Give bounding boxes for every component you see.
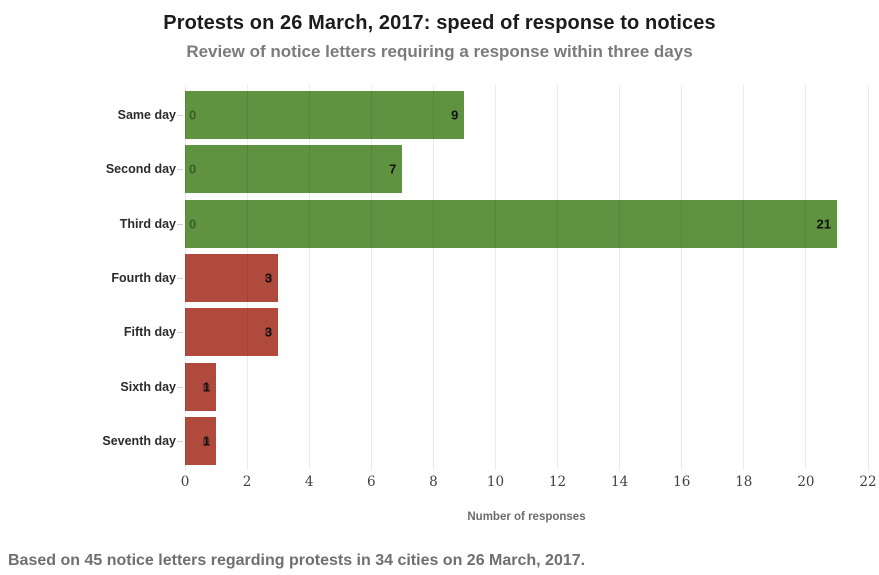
bar-zero-label: 0 [202, 433, 211, 449]
x-tick-label: 2 [242, 474, 252, 490]
category-tick-mark [177, 169, 183, 171]
category-tick-mark [177, 332, 183, 334]
category-label: Same day [117, 108, 176, 122]
category-tick-mark [177, 440, 183, 442]
x-tick-label: 16 [673, 474, 691, 490]
category-label: Fourth day [111, 270, 176, 285]
gridline [494, 85, 496, 470]
bar-value-label: 21 [816, 216, 831, 232]
gridline [557, 85, 559, 470]
x-tick-label: 10 [486, 474, 505, 490]
category-tick-mark [177, 223, 183, 225]
chart-title: Protests on 26 March, 2017: speed of res… [163, 12, 716, 34]
bar-value-label: 3 [264, 324, 273, 340]
gridline [743, 85, 745, 470]
category-tick-mark [177, 277, 183, 279]
x-tick-label: 0 [180, 474, 190, 490]
category-label: Fifth day [123, 325, 176, 340]
chart-footnote: Based on 45 notice letters regarding pro… [8, 552, 586, 569]
bar-value-label: 3 [264, 270, 273, 286]
bar: 0 21 [185, 199, 837, 248]
gridline [681, 85, 683, 470]
bar-zero-label: 0 [189, 161, 197, 177]
x-tick-label: 8 [429, 474, 438, 490]
x-tick-label: 6 [366, 474, 376, 490]
bar-value-label: 1 [202, 379, 211, 395]
gridline [619, 85, 621, 470]
category-label: Third day [119, 216, 176, 231]
gridline [246, 85, 248, 470]
x-tick-label: 14 [611, 474, 629, 490]
x-tick-label: 12 [548, 474, 567, 490]
bar-zero-label: 0 [264, 270, 273, 286]
gridline [308, 85, 310, 470]
x-tick-label: 4 [304, 474, 314, 490]
category-tick-mark [177, 115, 183, 116]
category-label: Second day [105, 162, 176, 177]
bar-zero-label: 0 [264, 324, 273, 340]
gridline [432, 85, 434, 470]
category-tick-mark [177, 386, 183, 388]
gridline [867, 85, 869, 470]
x-tick-label: 18 [735, 474, 753, 490]
x-axis-label: Number of responses [467, 511, 586, 523]
bar-value-label: 1 [202, 433, 211, 449]
gridline [370, 85, 372, 470]
bar-value-label: 9 [451, 107, 459, 123]
bar-zero-label: 0 [189, 216, 197, 232]
bar-zero-label: 0 [202, 379, 211, 395]
x-tick-label: 22 [859, 474, 877, 490]
category-label: Seventh day [102, 433, 176, 448]
gridline [805, 85, 807, 470]
x-tick-label: 20 [797, 474, 815, 490]
category-label: Sixth day [120, 379, 176, 394]
gridline [184, 85, 186, 470]
bar-value-label: 7 [389, 161, 397, 177]
bar-zero-label: 0 [189, 107, 197, 123]
chart-subtitle: Review of notice letters requiring a res… [186, 42, 693, 61]
